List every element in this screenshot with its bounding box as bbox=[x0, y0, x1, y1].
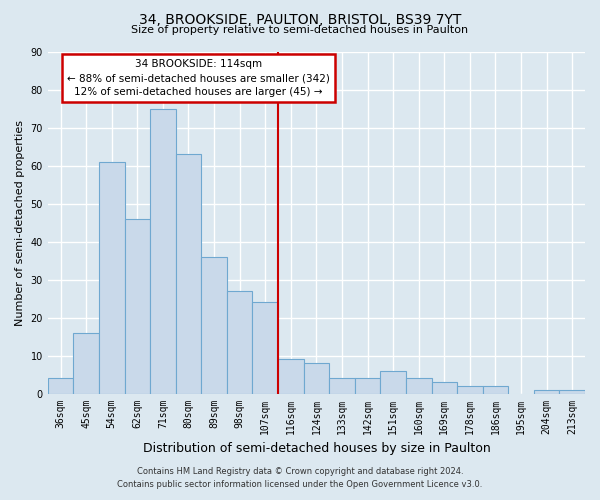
Text: Contains HM Land Registry data © Crown copyright and database right 2024.
Contai: Contains HM Land Registry data © Crown c… bbox=[118, 468, 482, 489]
X-axis label: Distribution of semi-detached houses by size in Paulton: Distribution of semi-detached houses by … bbox=[143, 442, 490, 455]
Bar bbox=[99, 162, 125, 394]
Text: Size of property relative to semi-detached houses in Paulton: Size of property relative to semi-detach… bbox=[131, 25, 469, 35]
Bar bbox=[278, 360, 304, 394]
Bar bbox=[176, 154, 201, 394]
Bar bbox=[406, 378, 431, 394]
Bar bbox=[304, 363, 329, 394]
Bar bbox=[227, 291, 253, 394]
Text: 34, BROOKSIDE, PAULTON, BRISTOL, BS39 7YT: 34, BROOKSIDE, PAULTON, BRISTOL, BS39 7Y… bbox=[139, 12, 461, 26]
Y-axis label: Number of semi-detached properties: Number of semi-detached properties bbox=[15, 120, 25, 326]
Bar bbox=[150, 108, 176, 394]
Bar bbox=[482, 386, 508, 394]
Bar bbox=[559, 390, 585, 394]
Bar bbox=[48, 378, 73, 394]
Bar bbox=[125, 218, 150, 394]
Text: 34 BROOKSIDE: 114sqm
← 88% of semi-detached houses are smaller (342)
12% of semi: 34 BROOKSIDE: 114sqm ← 88% of semi-detac… bbox=[67, 59, 330, 97]
Bar bbox=[253, 302, 278, 394]
Bar bbox=[534, 390, 559, 394]
Bar bbox=[431, 382, 457, 394]
Bar bbox=[329, 378, 355, 394]
Bar bbox=[380, 371, 406, 394]
Bar bbox=[355, 378, 380, 394]
Bar bbox=[457, 386, 482, 394]
Bar bbox=[201, 256, 227, 394]
Bar bbox=[73, 332, 99, 394]
